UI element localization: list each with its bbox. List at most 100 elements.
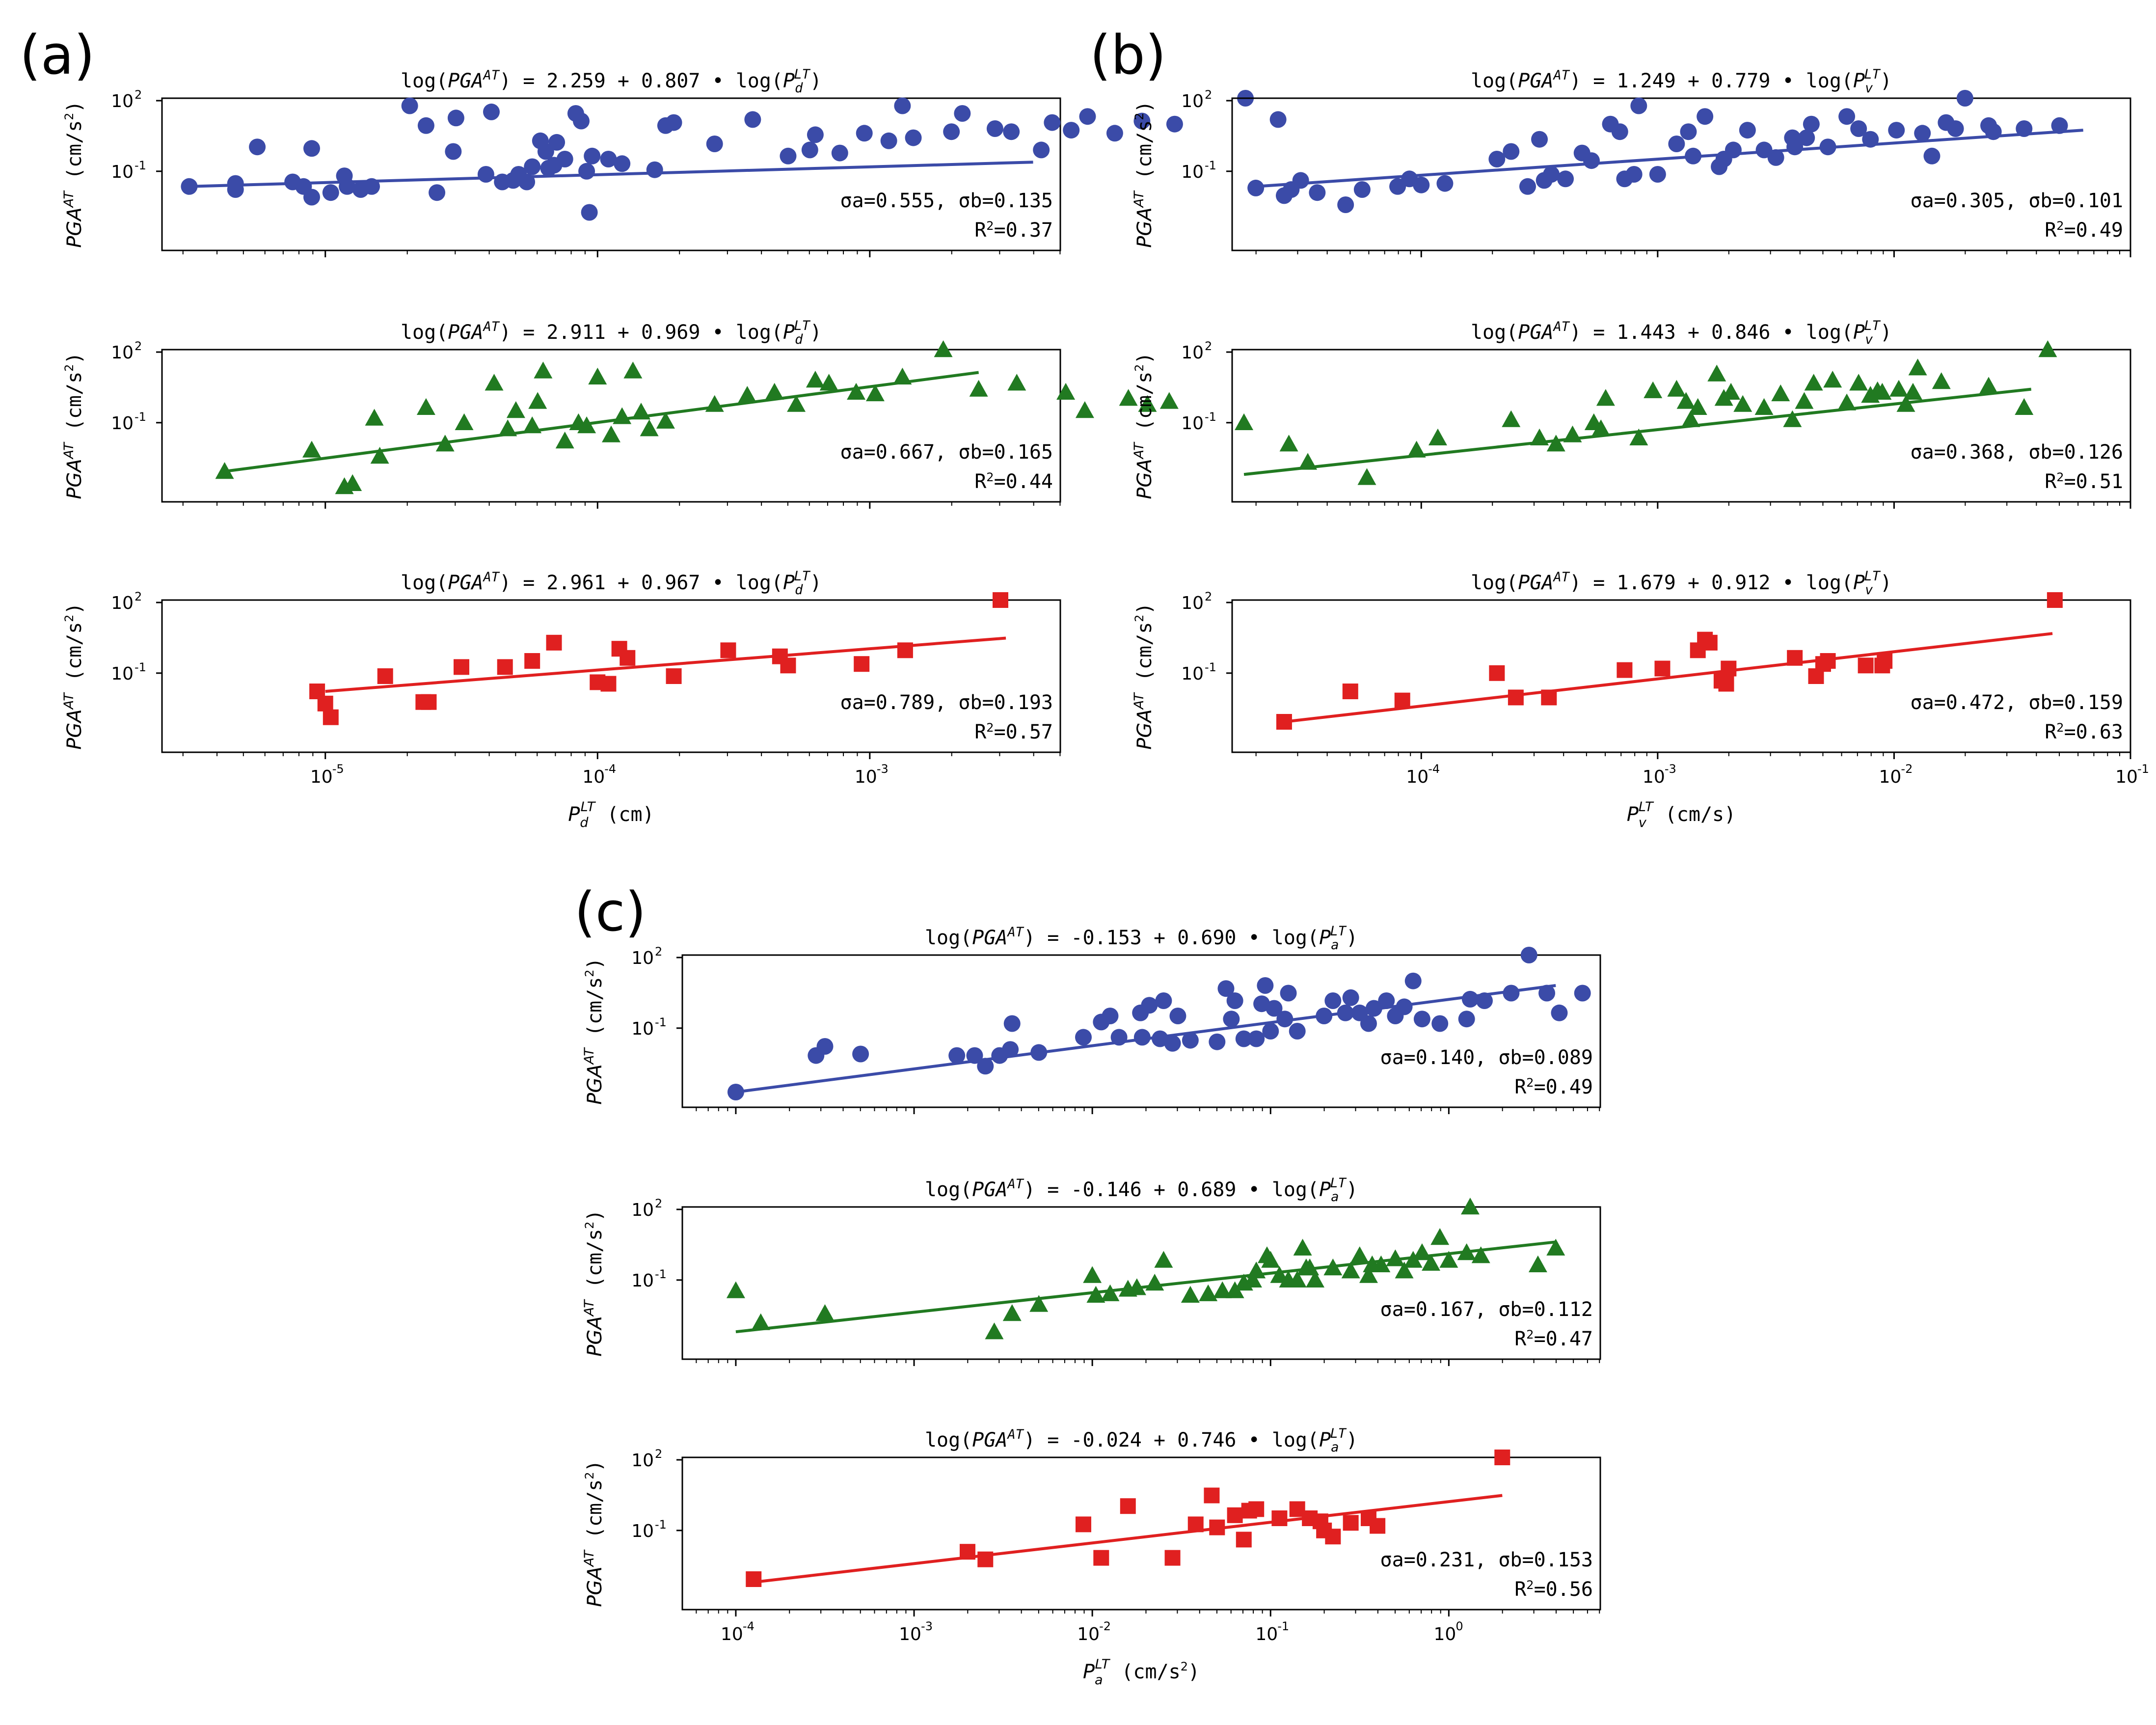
data-point [986, 120, 1003, 137]
data-point [600, 151, 617, 167]
data-point [577, 416, 596, 434]
regression-equation: log(PGAAT) = -0.024 + 0.746 • log(PaLT) [925, 1426, 1358, 1455]
data-point [1271, 1510, 1288, 1526]
data-point [1858, 657, 1874, 674]
subplot: log(PGAAT) = 1.443 + 0.846 • log(PvLT) 10… [1132, 318, 2131, 509]
data-point [249, 138, 266, 156]
data-point [534, 361, 553, 379]
data-point [969, 380, 988, 397]
regression-equation: log(PGAAT) = 1.249 + 0.779 • log(PvLT) [1471, 67, 1892, 96]
x-tick-label: 10 [1643, 767, 1665, 787]
data-point [1030, 1044, 1048, 1061]
y-tick-exponent: 2 [655, 945, 662, 958]
data-point [1494, 1450, 1510, 1465]
data-point [581, 204, 598, 221]
data-point [1787, 650, 1803, 666]
data-point [1323, 1259, 1343, 1276]
data-point [897, 642, 913, 658]
data-point [801, 141, 818, 159]
data-point [1531, 131, 1548, 148]
data-point [1164, 1550, 1181, 1566]
data-point [370, 447, 389, 464]
data-point [600, 676, 617, 692]
data-point [1063, 122, 1080, 139]
data-point [429, 184, 446, 201]
data-point [1644, 381, 1663, 398]
data-point [555, 432, 574, 449]
data-point [948, 1047, 966, 1064]
data-point [1166, 115, 1183, 133]
data-point [1849, 374, 1868, 391]
data-point [1489, 665, 1505, 681]
data-point [1676, 392, 1696, 409]
data-point [744, 111, 761, 128]
data-point [1003, 123, 1020, 140]
data-point [847, 383, 866, 400]
data-point [1102, 1008, 1119, 1024]
data-point [1413, 1011, 1430, 1028]
data-point [365, 409, 384, 426]
data-point [1546, 1238, 1565, 1256]
data-point [1722, 383, 1741, 400]
y-axis-label: PGAAT (cm/s2) [582, 958, 606, 1104]
data-point [665, 114, 682, 131]
data-point [1681, 410, 1700, 427]
data-point [1688, 398, 1707, 415]
data-point [416, 398, 435, 415]
subplot: log(PGAAT) = 1.679 + 0.912 • log(PvLT) 10… [1132, 569, 2149, 830]
regression-equation: log(PGAAT) = 1.679 + 0.912 • log(PvLT) [1471, 569, 1892, 598]
data-point [1956, 90, 1973, 107]
x-tick-exponent: -3 [877, 762, 889, 776]
data-point [1248, 1501, 1265, 1517]
data-point [317, 695, 333, 712]
data-point [1668, 136, 1685, 152]
y-tick-label: 10 [1181, 413, 1204, 434]
data-point [445, 143, 462, 160]
data-point [1217, 980, 1235, 997]
data-point [1739, 122, 1756, 139]
data-point [1127, 1278, 1146, 1295]
data-point [666, 668, 682, 684]
data-point [1543, 166, 1560, 183]
r-squared: R2=0.47 [1514, 1328, 1593, 1350]
data-point [1488, 151, 1506, 167]
y-tick-label: 10 [631, 1451, 654, 1471]
r-squared: R2=0.49 [1514, 1076, 1593, 1098]
y-tick-label: 10 [111, 593, 134, 613]
data-point [1133, 112, 1151, 130]
subplot: log(PGAAT) = 2.911 + 0.969 • log(PdLT) 10… [61, 318, 1179, 509]
data-point [765, 383, 784, 400]
data-point [1120, 1498, 1136, 1514]
data-point [1654, 660, 1671, 677]
data-point [1075, 401, 1094, 418]
y-tick-exponent: 2 [655, 1197, 662, 1210]
y-tick-label: 10 [631, 1200, 654, 1220]
data-point [1342, 989, 1359, 1006]
data-point [1159, 392, 1179, 409]
y-tick-label: 10 [111, 343, 134, 363]
data-point [1947, 120, 1964, 137]
sigma-values: σa=0.140, σb=0.089 [1380, 1046, 1593, 1069]
data-point [497, 659, 513, 675]
data-point [339, 178, 356, 195]
data-point [1394, 692, 1410, 709]
data-point [302, 440, 321, 458]
data-point [1617, 662, 1633, 678]
axes-frame [161, 97, 1061, 251]
data-point [1718, 676, 1734, 692]
y-tick-exponent: -1 [1205, 410, 1216, 424]
data-point [322, 184, 339, 201]
data-point [1342, 684, 1358, 699]
data-point [1309, 184, 1326, 201]
data-point [1033, 141, 1050, 159]
axes-frame [681, 1456, 1601, 1611]
data-point [1293, 1238, 1312, 1256]
sigma-values: σa=0.667, σb=0.165 [840, 441, 1053, 464]
data-point [447, 110, 464, 127]
data-point [1803, 115, 1820, 133]
y-tick-exponent: -1 [655, 1518, 667, 1532]
data-point [1101, 1284, 1120, 1301]
x-tick-label: 10 [1433, 1624, 1456, 1644]
data-point [1771, 384, 1790, 402]
data-point [1247, 179, 1265, 196]
